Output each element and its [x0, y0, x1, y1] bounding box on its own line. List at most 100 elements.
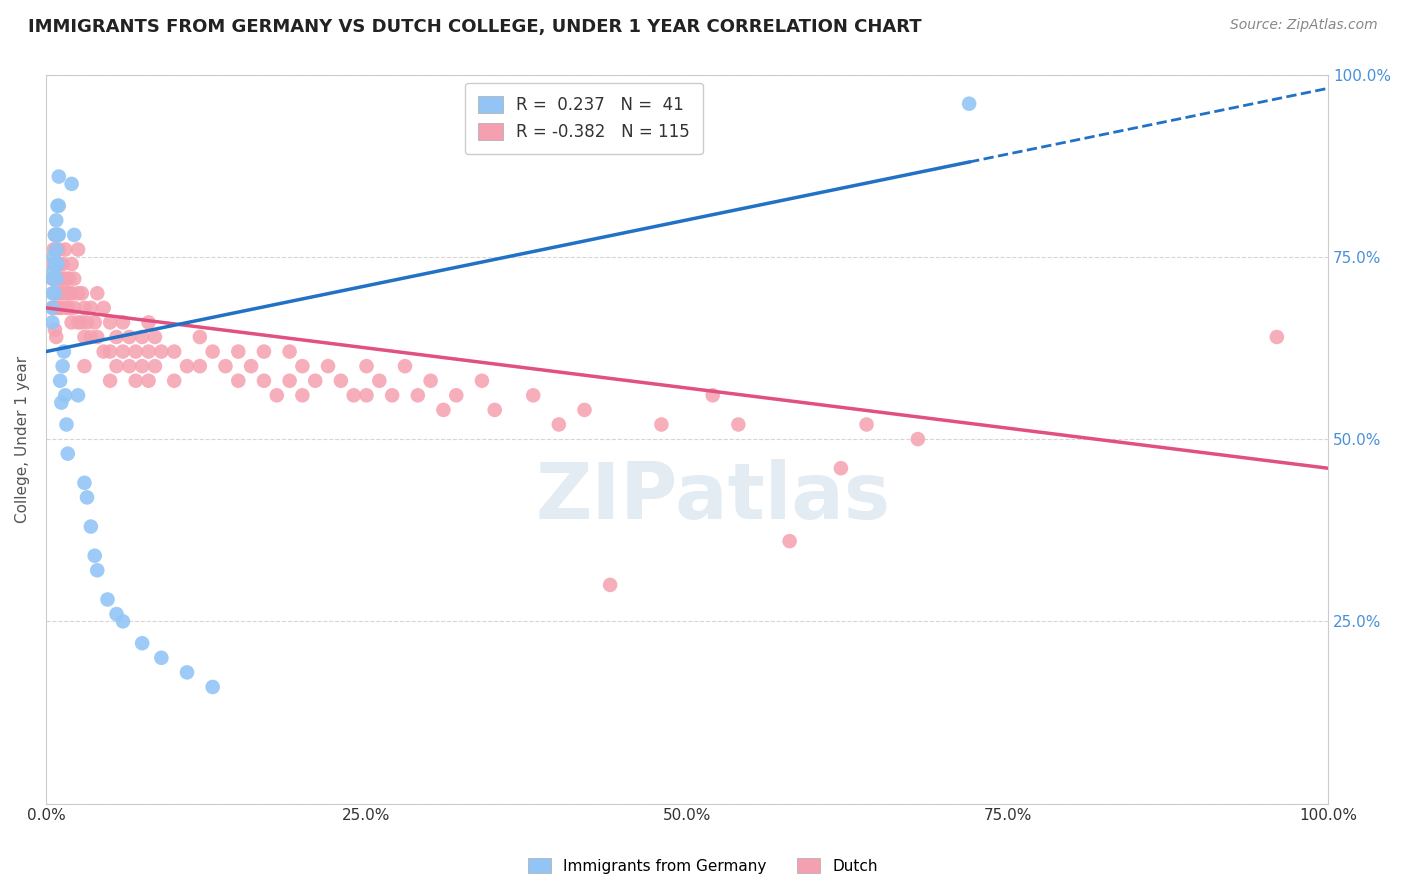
Point [46, 199, 69, 213]
Point [56, 447, 79, 461]
Point [52, 257, 75, 271]
Point [73, 301, 96, 315]
Point [86, 563, 108, 577]
Point [41, 301, 63, 315]
Point [58, 271, 80, 285]
Point [41, 286, 63, 301]
Point [727, 417, 749, 432]
Point [150, 344, 173, 359]
Point [547, 417, 569, 432]
Point [599, 578, 621, 592]
Point [131, 359, 153, 373]
Point [471, 374, 494, 388]
Point [48, 301, 70, 315]
Point [48, 243, 70, 257]
Point [45, 271, 67, 285]
Point [44, 257, 66, 271]
Point [522, 388, 544, 402]
Point [779, 534, 801, 549]
Point [76, 491, 98, 505]
Point [80, 330, 103, 344]
Point [1265, 330, 1288, 344]
Point [66, 243, 89, 257]
Point [96, 592, 118, 607]
Y-axis label: College, Under 1 year: College, Under 1 year [15, 356, 30, 523]
Point [52, 359, 75, 373]
Point [138, 315, 160, 329]
Point [49, 257, 72, 271]
Point [432, 403, 454, 417]
Point [419, 374, 441, 388]
Point [41, 315, 63, 329]
Point [44, 286, 66, 301]
Point [55, 271, 77, 285]
Point [201, 344, 224, 359]
Point [42, 243, 65, 257]
Point [830, 461, 852, 475]
Point [49, 286, 72, 301]
Point [44, 286, 66, 301]
Point [163, 344, 186, 359]
Point [42, 301, 65, 315]
Point [907, 432, 929, 446]
Point [118, 359, 141, 373]
Point [702, 388, 724, 402]
Point [46, 257, 69, 271]
Point [52, 344, 75, 359]
Point [44, 257, 66, 271]
Point [52, 271, 75, 285]
Point [42, 264, 65, 278]
Point [59, 286, 82, 301]
Point [105, 330, 128, 344]
Point [356, 359, 378, 373]
Point [118, 330, 141, 344]
Point [51, 271, 73, 285]
Text: ZIPatlas: ZIPatlas [536, 459, 890, 535]
Point [46, 227, 69, 242]
Point [41, 271, 63, 285]
Point [343, 388, 366, 402]
Point [41, 257, 63, 271]
Point [253, 344, 276, 359]
Point [394, 359, 416, 373]
Point [150, 650, 173, 665]
Point [484, 403, 506, 417]
Point [60, 177, 83, 191]
Point [278, 374, 301, 388]
Point [51, 395, 73, 409]
Point [73, 330, 96, 344]
Point [111, 615, 134, 629]
Point [53, 243, 76, 257]
Point [53, 388, 76, 402]
Point [80, 519, 103, 533]
Point [42, 271, 65, 285]
Point [60, 286, 83, 301]
Point [163, 374, 186, 388]
Point [83, 315, 105, 329]
Point [45, 243, 67, 257]
Point [111, 315, 134, 329]
Point [125, 344, 148, 359]
Point [188, 359, 211, 373]
Point [48, 199, 70, 213]
Point [48, 271, 70, 285]
Point [131, 330, 153, 344]
Point [266, 388, 288, 402]
Point [55, 417, 77, 432]
Point [58, 301, 80, 315]
Point [49, 374, 72, 388]
Point [93, 301, 115, 315]
Point [226, 344, 249, 359]
Point [46, 257, 69, 271]
Point [105, 607, 128, 621]
Point [381, 388, 404, 402]
Point [44, 323, 66, 337]
Point [76, 315, 98, 329]
Point [41, 271, 63, 285]
Point [60, 315, 83, 329]
Point [48, 169, 70, 184]
Point [42, 250, 65, 264]
Point [176, 665, 198, 680]
Point [41, 301, 63, 315]
Point [46, 286, 69, 301]
